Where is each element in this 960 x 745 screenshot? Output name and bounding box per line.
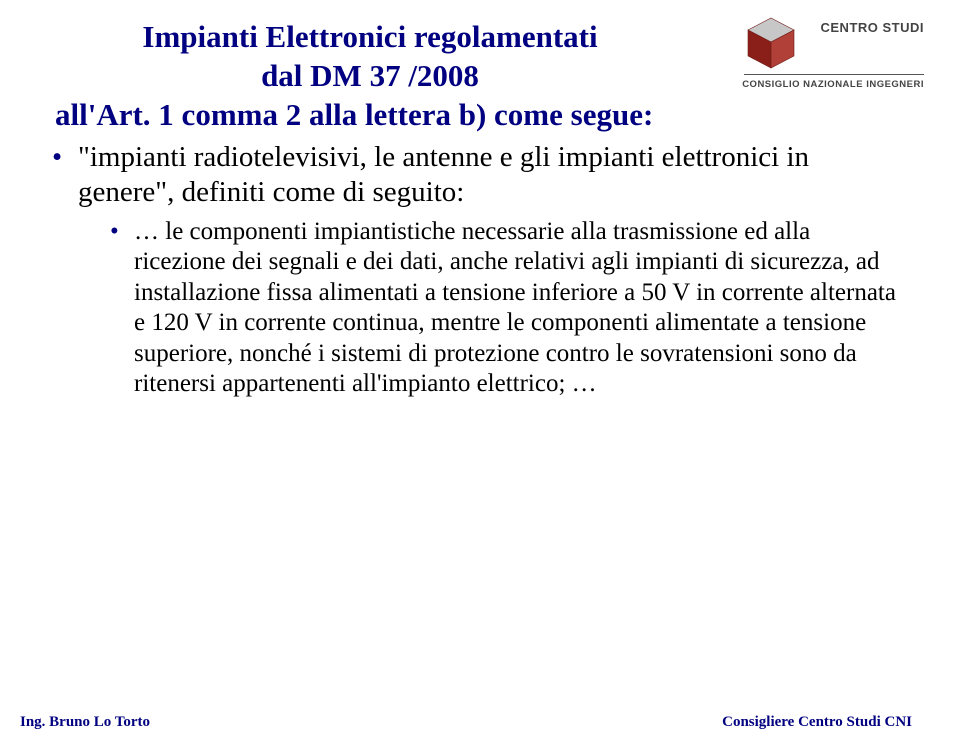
- footer-right: Consigliere Centro Studi CNI: [722, 714, 912, 731]
- list-subitem-text: … le componenti impiantistiche necessari…: [134, 218, 896, 398]
- bullet-list: "impianti radiotelevisivi, le antenne e …: [52, 140, 907, 400]
- slide: Impianti Elettronici regolamentati dal D…: [0, 0, 960, 745]
- title-line1: Impianti Elettronici regolamentati: [142, 19, 597, 54]
- title-line2: dal DM 37 /2008: [261, 58, 479, 93]
- logo: CENTRO STUDI CONSIGLIO NAZIONALE INGEGNE…: [742, 14, 924, 90]
- list-item: "impianti radiotelevisivi, le antenne e …: [52, 140, 907, 400]
- list-item-text: "impianti radiotelevisivi, le antenne e …: [78, 141, 809, 208]
- slide-title: Impianti Elettronici regolamentati dal D…: [110, 18, 630, 134]
- footer-left: Ing. Bruno Lo Torto: [20, 714, 150, 731]
- bullet-sublist: … le componenti impiantistiche necessari…: [110, 217, 907, 400]
- slide-body: "impianti radiotelevisivi, le antenne e …: [52, 140, 907, 412]
- title-line3: all'Art. 1 comma 2 alla lettera b) come …: [55, 97, 653, 132]
- logo-line2: CONSIGLIO NAZIONALE INGEGNERI: [742, 79, 924, 90]
- logo-cube-icon: [742, 14, 800, 72]
- list-subitem: … le componenti impiantistiche necessari…: [110, 217, 907, 400]
- logo-divider: [744, 74, 924, 75]
